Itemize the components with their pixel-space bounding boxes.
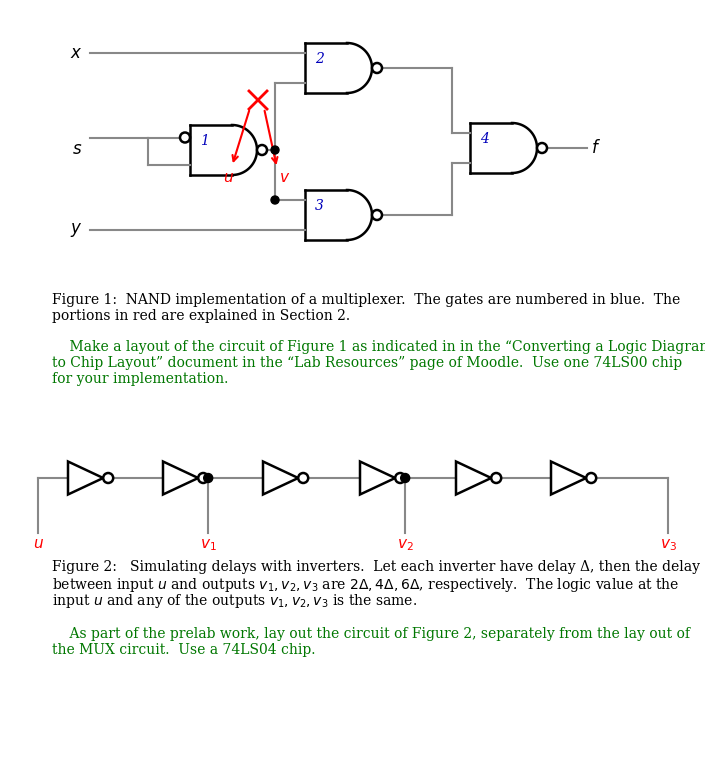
Text: As part of the prelab work, lay out the circuit of Figure 2, separately from the: As part of the prelab work, lay out the …: [52, 627, 690, 641]
Circle shape: [298, 473, 308, 483]
Text: Figure 2:   Simulating delays with inverters.  Let each inverter have delay Δ, t: Figure 2: Simulating delays with inverte…: [52, 560, 700, 574]
Circle shape: [204, 473, 213, 483]
Text: $v_1$: $v_1$: [200, 537, 216, 552]
Text: 2: 2: [315, 52, 324, 66]
Text: 3: 3: [315, 199, 324, 213]
Polygon shape: [163, 462, 198, 494]
Circle shape: [180, 133, 190, 142]
Text: the MUX circuit.  Use a 74LS04 chip.: the MUX circuit. Use a 74LS04 chip.: [52, 643, 316, 657]
Text: $v_2$: $v_2$: [397, 537, 414, 552]
Text: 4: 4: [480, 132, 489, 146]
Circle shape: [198, 473, 208, 483]
Text: $x$: $x$: [70, 44, 82, 61]
Text: input $u$ and any of the outputs $v_1, v_2, v_3$ is the same.: input $u$ and any of the outputs $v_1, v…: [52, 592, 417, 610]
Circle shape: [396, 473, 405, 483]
Text: for your implementation.: for your implementation.: [52, 372, 228, 386]
Circle shape: [257, 145, 267, 155]
Text: portions in red are explained in Section 2.: portions in red are explained in Section…: [52, 309, 350, 323]
Circle shape: [271, 146, 279, 154]
Text: Figure 1:  NAND implementation of a multiplexer.  The gates are numbered in blue: Figure 1: NAND implementation of a multi…: [52, 293, 680, 307]
Text: $u$: $u$: [223, 171, 233, 185]
Text: $u$: $u$: [32, 537, 44, 551]
Text: $f$: $f$: [591, 139, 601, 157]
Circle shape: [103, 473, 114, 483]
Polygon shape: [551, 462, 586, 494]
Text: $s$: $s$: [72, 141, 82, 159]
Polygon shape: [68, 462, 103, 494]
Circle shape: [491, 473, 501, 483]
Polygon shape: [360, 462, 396, 494]
Circle shape: [586, 473, 596, 483]
Polygon shape: [456, 462, 491, 494]
Text: $y$: $y$: [70, 221, 82, 239]
Circle shape: [372, 63, 382, 73]
Polygon shape: [263, 462, 298, 494]
Circle shape: [372, 210, 382, 220]
Circle shape: [537, 143, 547, 153]
Text: $v_3$: $v_3$: [660, 537, 677, 552]
Text: Make a layout of the circuit of Figure 1 as indicated in in the “Converting a Lo: Make a layout of the circuit of Figure 1…: [52, 340, 705, 354]
Circle shape: [400, 473, 410, 483]
Text: $v$: $v$: [279, 171, 290, 185]
Text: between input $u$ and outputs $v_1, v_2, v_3$ are $2\Delta, 4\Delta, 6\Delta$, r: between input $u$ and outputs $v_1, v_2,…: [52, 576, 680, 594]
Text: 1: 1: [200, 134, 209, 148]
Text: to Chip Layout” document in the “Lab Resources” page of Moodle.  Use one 74LS00 : to Chip Layout” document in the “Lab Res…: [52, 356, 682, 370]
Circle shape: [271, 196, 279, 204]
